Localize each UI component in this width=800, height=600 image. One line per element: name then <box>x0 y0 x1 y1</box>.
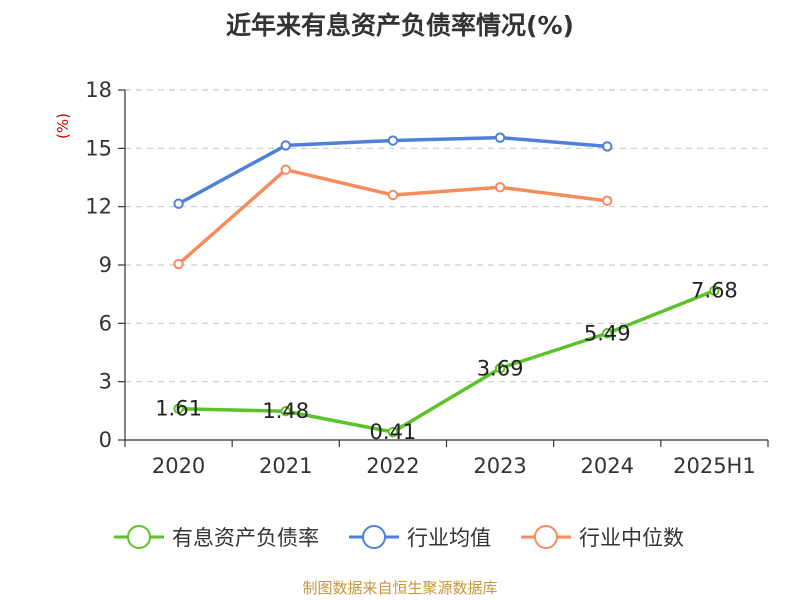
series-line <box>178 289 716 434</box>
source-note: 制图数据来自恒生聚源数据库 <box>302 579 498 597</box>
series-layer <box>173 132 720 438</box>
legend-swatch-marker <box>127 525 151 549</box>
data-point <box>387 135 399 146</box>
legend-swatch-marker <box>534 525 558 549</box>
series-line <box>177 167 608 266</box>
y-tick-label: 0 <box>99 428 112 452</box>
y-axis-unit-label: (%) <box>54 113 72 139</box>
legend: 有息资产负债率 行业均值 行业中位数 <box>114 525 684 550</box>
x-tick-label: 2020 <box>152 454 205 478</box>
legend-label: 有息资产负债率 <box>172 526 319 550</box>
data-label: 0.41 <box>370 420 417 444</box>
data-label: 3.69 <box>477 356 524 380</box>
legend-label: 行业均值 <box>407 526 491 550</box>
y-tick-label: 18 <box>85 78 112 102</box>
legend-item: 行业中位数 <box>521 525 684 550</box>
chart-title: 近年来有息资产负债率情况(%) <box>226 11 574 40</box>
x-tick-label: 2024 <box>581 454 634 478</box>
data-point <box>173 198 184 209</box>
y-tick-label: 3 <box>99 370 112 394</box>
data-point <box>602 195 613 207</box>
data-point <box>280 164 291 175</box>
data-point <box>387 426 399 438</box>
data-point <box>173 258 184 270</box>
data-point <box>494 132 506 143</box>
data-label: 1.61 <box>155 397 202 421</box>
data-point <box>173 403 184 414</box>
x-tick-label: 2025H1 <box>673 454 756 478</box>
axis-layer: 0 3 6 9 12 15 18 2020 2021 2022 2023 2024 2025H1 <box>85 78 769 478</box>
data-point <box>602 141 613 152</box>
data-label: 7.68 <box>691 279 738 303</box>
y-tick-label: 6 <box>99 311 112 335</box>
data-label: 1.48 <box>262 399 309 423</box>
x-tick-label: 2022 <box>366 454 419 478</box>
legend-item: 行业均值 <box>349 525 491 550</box>
data-point <box>602 328 613 339</box>
data-point <box>280 406 291 417</box>
data-point <box>494 182 506 193</box>
legend-item: 有息资产负债率 <box>114 525 319 550</box>
grid-layer <box>125 89 768 383</box>
data-label: 5.49 <box>584 321 631 345</box>
data-point <box>494 363 506 374</box>
data-point <box>280 140 291 151</box>
x-tick-label: 2023 <box>473 454 526 478</box>
data-point <box>709 285 720 296</box>
data-label-layer: 1.61 1.48 0.41 3.69 5.49 7.68 <box>155 279 738 444</box>
legend-swatch-marker <box>362 525 386 549</box>
y-tick-label: 9 <box>99 253 112 277</box>
y-tick-label: 15 <box>85 136 112 160</box>
data-point <box>387 189 399 201</box>
legend-label: 行业中位数 <box>579 526 684 550</box>
x-tick-label: 2021 <box>259 454 312 478</box>
y-tick-label: 12 <box>85 195 112 219</box>
